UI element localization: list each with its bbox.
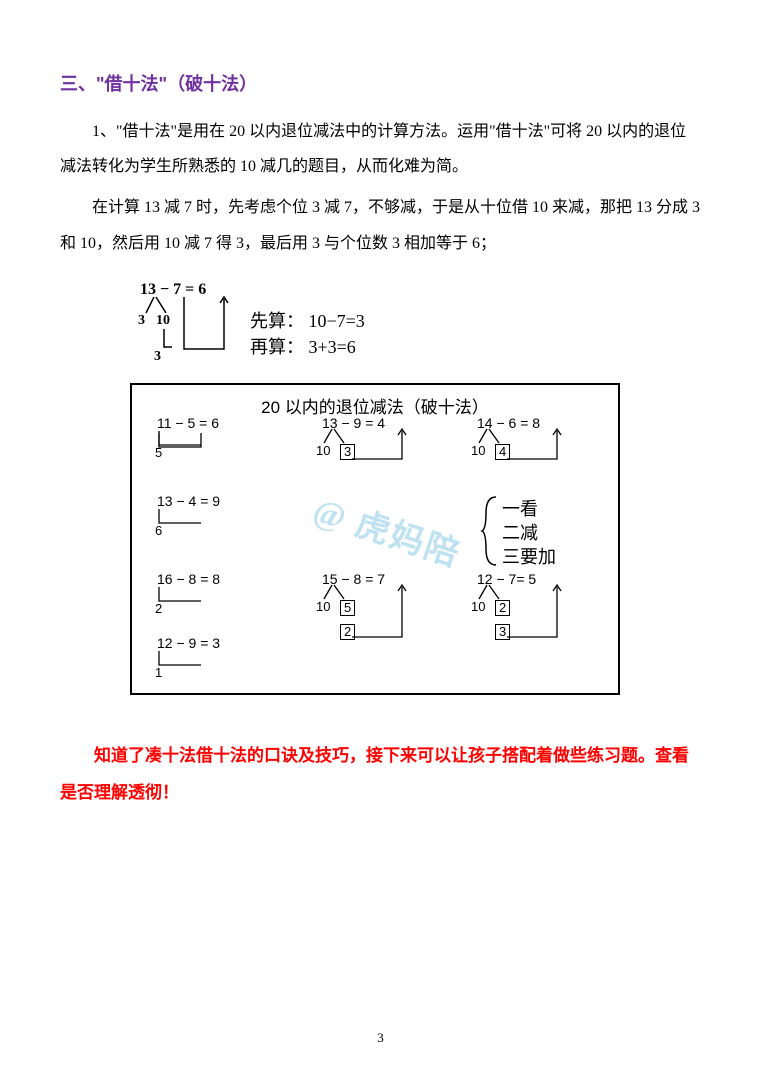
- brace-icon: [482, 497, 502, 567]
- practice-box: 20 以内的退位减法（破十法） @ 虎妈陪 11 − 5 = 6 5 13 − …: [130, 383, 620, 695]
- arrow-up-icon: [184, 297, 228, 353]
- problem-h-eq: 12 − 9 = 3: [157, 635, 220, 651]
- problem-e: 16 − 8 = 8 2: [157, 571, 220, 587]
- arrow-icon: [507, 429, 563, 463]
- problem-e-split: 2: [155, 601, 162, 616]
- problem-c-split-l: 10: [471, 443, 485, 458]
- problem-h: 12 − 9 = 3 1: [157, 635, 220, 651]
- problem-a-split: 5: [155, 445, 162, 460]
- step1-label-text: 先算：: [250, 311, 304, 331]
- problem-a: 11 − 5 = 6 5: [157, 415, 219, 431]
- problem-d-eq: 13 − 4 = 9: [157, 493, 220, 509]
- step2-label: 再算： 3+3=6: [250, 333, 356, 359]
- arrow-icon: [352, 429, 408, 463]
- bracket-icon: [159, 651, 205, 667]
- paragraph-1: 1、"借十法"是用在 20 以内退位减法中的计算方法。运用"借十法"可将 20 …: [60, 114, 701, 184]
- watermark-text: @ 虎妈陪: [308, 482, 468, 576]
- split-right: 10: [156, 313, 170, 329]
- arrow-icon: [507, 585, 563, 641]
- problem-b: 13 − 9 = 4 10 3: [322, 415, 385, 431]
- emphasis-paragraph: 知道了凑十法借十法的口诀及技巧，接下来可以让孩子搭配着做些练习题。查看是否理解透…: [60, 737, 701, 812]
- problem-f-split-l: 10: [316, 599, 330, 614]
- mnemonic-1: 一看: [502, 495, 538, 521]
- problem-b-split-l: 10: [316, 443, 330, 458]
- bracket-icon: [159, 509, 205, 525]
- problem-c: 14 − 6 = 8 10 4: [477, 415, 540, 431]
- step1-expr: 10−7=3: [309, 311, 365, 331]
- bracket-icon: [159, 587, 205, 603]
- worked-example-diagram: 13 − 7 = 6 3 10 3 先算： 10−7=3 再算： 3+3=6: [140, 281, 701, 373]
- problem-f: 15 − 8 = 7 10 5 2: [322, 571, 385, 587]
- bracket-icon: [159, 431, 205, 449]
- step2-label-text: 再算：: [250, 337, 304, 357]
- split-left: 3: [138, 313, 145, 329]
- problem-d-split: 6: [155, 523, 162, 538]
- problem-e-eq: 16 − 8 = 8: [157, 571, 220, 587]
- problem-a-eq: 11 − 5 = 6: [157, 415, 219, 431]
- bracket-icon: [162, 329, 182, 351]
- problem-g: 12 − 7= 5 10 2 3: [477, 571, 536, 587]
- mnemonic-3: 三要加: [502, 543, 556, 569]
- section-heading: 三、"借十法"（破十法）: [60, 70, 701, 96]
- step1-label: 先算： 10−7=3: [250, 307, 365, 333]
- arrow-icon: [352, 585, 408, 641]
- page-number: 3: [0, 1030, 761, 1046]
- problem-h-split: 1: [155, 665, 162, 680]
- intermediate-result: 3: [154, 349, 161, 365]
- problem-d: 13 − 4 = 9 6: [157, 493, 220, 509]
- paragraph-2: 在计算 13 减 7 时，先考虑个位 3 减 7，不够减，于是从十位借 10 来…: [60, 190, 701, 260]
- mnemonic-2: 二减: [502, 519, 538, 545]
- step2-expr: 3+3=6: [309, 337, 356, 357]
- document-page: 三、"借十法"（破十法） 1、"借十法"是用在 20 以内退位减法中的计算方法。…: [0, 0, 761, 1076]
- problem-g-split-l: 10: [471, 599, 485, 614]
